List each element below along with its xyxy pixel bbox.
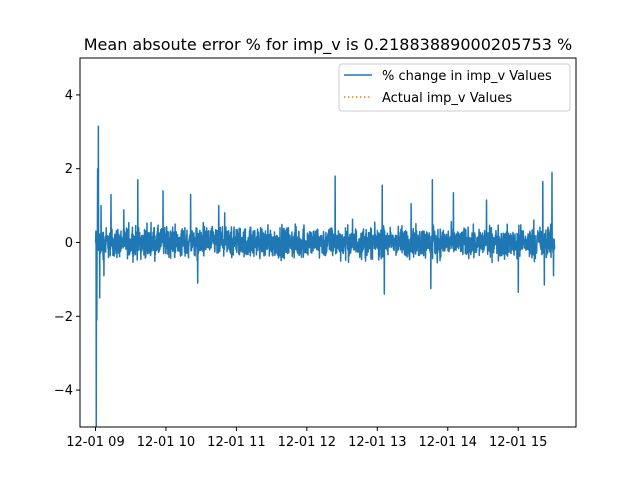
legend: % change in imp_v Values Actual imp_v Va… bbox=[338, 63, 571, 112]
y-tick-label: 0 bbox=[65, 236, 73, 251]
chart-title: Mean absoute error % for imp_v is 0.2188… bbox=[84, 35, 573, 55]
x-tick-label: 12-01 11 bbox=[207, 435, 265, 450]
x-tick-label: 12-01 10 bbox=[137, 435, 195, 450]
x-tick-label: 12-01 09 bbox=[66, 435, 124, 450]
y-axis: 4 2 0 −2 −4 bbox=[54, 88, 80, 399]
x-tick-label: 12-01 13 bbox=[348, 435, 406, 450]
x-tick-label: 12-01 14 bbox=[419, 435, 477, 450]
x-tick-label: 12-01 15 bbox=[489, 435, 547, 450]
x-axis: 12-01 09 12-01 10 12-01 11 12-01 12 12-01 13… bbox=[66, 427, 547, 450]
y-tick-label: −2 bbox=[54, 310, 73, 325]
x-tick-label: 12-01 12 bbox=[278, 435, 336, 450]
series-line-pct-change bbox=[94, 125, 556, 427]
legend-box bbox=[338, 63, 571, 112]
y-tick-label: 4 bbox=[65, 88, 73, 103]
legend-label-actual: Actual imp_v Values bbox=[382, 91, 512, 106]
series-group bbox=[94, 125, 556, 427]
y-tick-label: −4 bbox=[54, 384, 73, 399]
legend-label-pct-change: % change in imp_v Values bbox=[382, 69, 552, 84]
y-tick-label: 2 bbox=[65, 162, 73, 177]
